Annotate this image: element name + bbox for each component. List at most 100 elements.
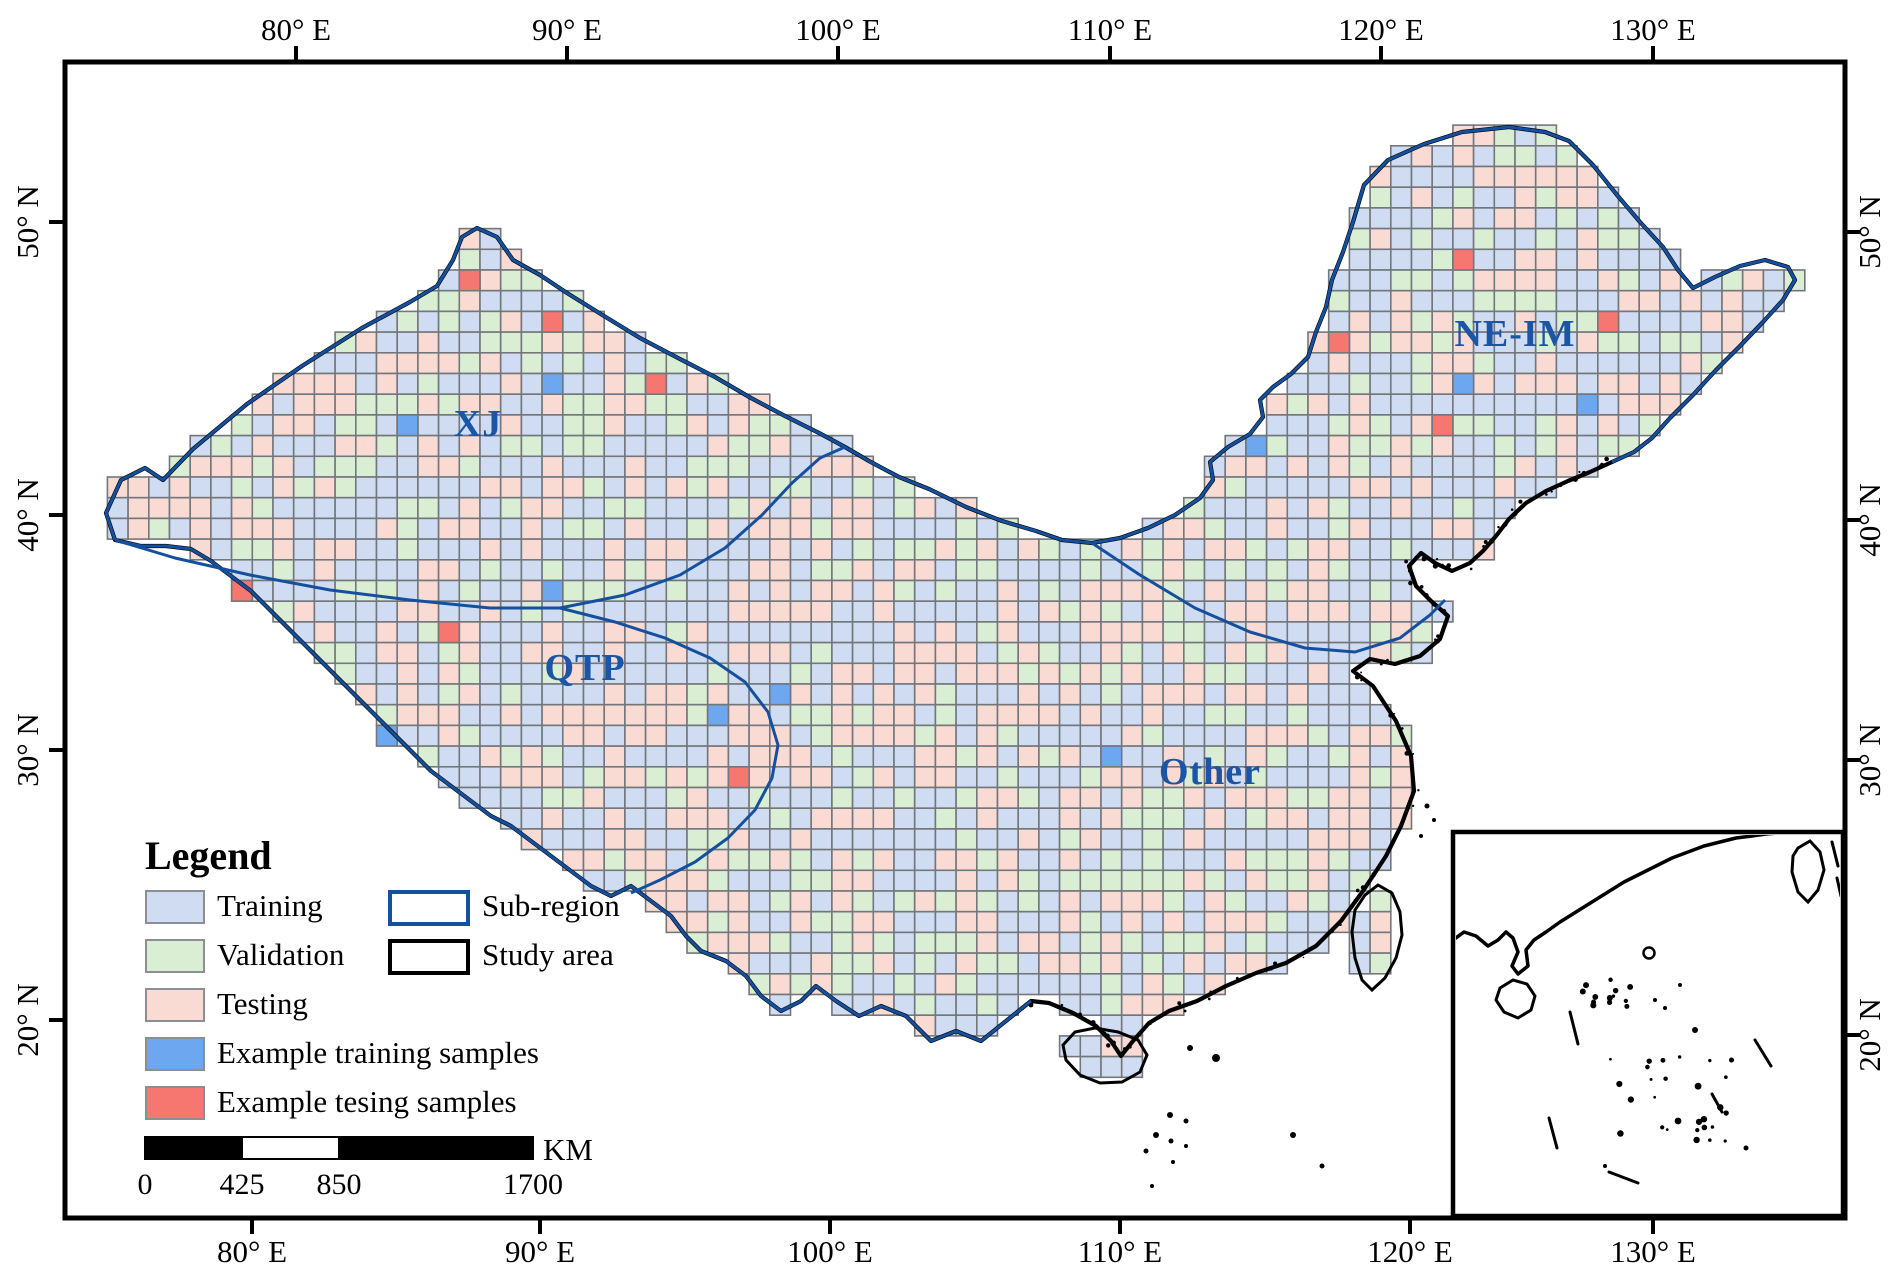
inset-spratly-dot	[1701, 1124, 1708, 1131]
example-testing-cell	[541, 310, 564, 333]
scale-bar-unit: KM	[543, 1132, 593, 1167]
inset-frame	[1450, 829, 1846, 1219]
sea-islet-dot	[1424, 803, 1430, 809]
right-tick	[1845, 230, 1861, 234]
inset-pratas-ring	[1642, 946, 1656, 960]
inset-paracel-dot	[1627, 983, 1634, 990]
legend-item-subregion: Sub-region	[388, 888, 718, 926]
example-testing-cell	[1452, 248, 1475, 271]
legend-item-label: Sub-region	[482, 888, 620, 923]
legend-item-label: Validation	[217, 937, 345, 972]
left-tick	[49, 513, 65, 517]
bottom-tick	[1408, 1218, 1412, 1234]
inset-paracel-dot	[1608, 977, 1613, 983]
top-tick	[1108, 46, 1112, 62]
axis-label-top: 90° E	[531, 12, 603, 47]
left-tick	[49, 220, 65, 224]
inset-spratly-dot	[1645, 1064, 1650, 1070]
inset-island-dash	[1547, 1116, 1559, 1150]
legend-swatch-example_training	[145, 1037, 205, 1071]
inset-paracel-dot	[1606, 999, 1613, 1005]
inset-spratly-dot	[1665, 1128, 1669, 1131]
legend-swatch-training	[145, 890, 205, 924]
inset-spratly-dot	[1677, 1055, 1682, 1059]
sea-islet-dot	[1168, 1138, 1174, 1144]
sea-islet-dot	[1184, 1144, 1188, 1148]
example-training-cell	[541, 372, 564, 396]
axis-label-right: 50° N	[1852, 195, 1887, 269]
inset-content	[1456, 835, 1840, 1185]
legend-swatch-validation	[145, 939, 205, 973]
inset-paracel-dot	[1606, 995, 1613, 1001]
right-tick	[1845, 518, 1861, 522]
sea-islet-dot	[1187, 1045, 1193, 1051]
axis-label-top: 110° E	[1067, 12, 1153, 47]
inset-spratly-dot	[1724, 1075, 1728, 1080]
inset-spratly-dot	[1627, 1096, 1635, 1103]
example-testing-cell	[1431, 414, 1454, 437]
legend-swatch-example_testing	[145, 1086, 205, 1120]
inset-spratly-dot	[1646, 1058, 1652, 1064]
inset-spratly-dot	[1660, 1125, 1665, 1130]
example-testing-cell	[727, 765, 750, 789]
example-training-cell	[396, 414, 419, 437]
inset-paracel-dot	[1583, 982, 1590, 989]
inset-spratly-dot	[1693, 1136, 1700, 1144]
legend-item-label: Testing	[217, 986, 308, 1021]
inset-island-dash	[1830, 840, 1840, 868]
taiwan-outline	[1350, 883, 1404, 993]
example-training-cell	[706, 703, 730, 727]
scale-bar-number: 1700	[503, 1168, 563, 1201]
axis-label-left: 20° N	[10, 983, 45, 1057]
inset-spratly-dot	[1695, 1118, 1703, 1125]
sea-islet-dot	[1150, 1184, 1154, 1188]
legend-item-study_area: Study area	[388, 937, 718, 975]
bottom-tick	[250, 1218, 254, 1234]
inset-spratly-dot	[1674, 1117, 1682, 1125]
legend-title: Legend	[145, 833, 272, 878]
left-tick	[49, 748, 65, 752]
inset-spratly-dot	[1617, 1130, 1624, 1137]
scale-bar-number: 425	[219, 1168, 265, 1201]
region-label-xj: XJ	[453, 403, 503, 445]
grid-cells	[106, 124, 1806, 1079]
inset-paracel-dot	[1592, 993, 1599, 1000]
example-testing-cell	[644, 372, 668, 396]
sea-islet-dot	[1432, 818, 1436, 822]
inset-spratly-dot	[1663, 1076, 1668, 1081]
legend-item-validation: Validation	[145, 937, 665, 975]
top-tick	[294, 46, 298, 62]
axis-label-top: 130° E	[1610, 12, 1696, 47]
axis-label-bottom: 110° E	[1077, 1234, 1163, 1269]
inset-paracel-dot	[1624, 1003, 1630, 1009]
axis-label-bottom: 90° E	[504, 1234, 576, 1269]
example-training-cell	[1245, 434, 1268, 458]
inset-spratly-dot	[1694, 1082, 1702, 1090]
axis-label-left: 30° N	[10, 713, 45, 787]
scale-bar-seg-black2	[338, 1136, 534, 1160]
example-testing-cell	[1327, 331, 1351, 354]
top-tick	[1379, 46, 1383, 62]
inset-hainan	[1494, 978, 1537, 1020]
legend-item-label: Example tesing samples	[217, 1084, 517, 1119]
top-tick	[1651, 46, 1655, 62]
inset-spratly-dot	[1616, 1080, 1623, 1088]
legend-item-label: Training	[217, 888, 323, 923]
axis-label-bottom: 120° E	[1367, 1234, 1453, 1269]
inset-island-dash	[1753, 1038, 1773, 1068]
legend-swatch-testing	[145, 988, 205, 1022]
inset-island-dot	[1678, 983, 1682, 987]
inset-island-dot	[1603, 1164, 1607, 1168]
sea-islet-dot	[1419, 834, 1423, 838]
inset-island-dot	[1692, 1027, 1698, 1033]
inset-taiwan	[1790, 839, 1826, 905]
inset-island-dash	[1607, 1170, 1640, 1185]
axis-label-right: 30° N	[1852, 723, 1887, 797]
qtp-boundary	[559, 606, 780, 895]
inset-paracel-dot	[1591, 999, 1597, 1005]
legend-outline-swatch-subregion	[388, 890, 470, 926]
example-training-cell	[768, 683, 792, 706]
example-training-cell	[541, 579, 564, 603]
legend-outline-swatch-study_area	[388, 939, 470, 975]
